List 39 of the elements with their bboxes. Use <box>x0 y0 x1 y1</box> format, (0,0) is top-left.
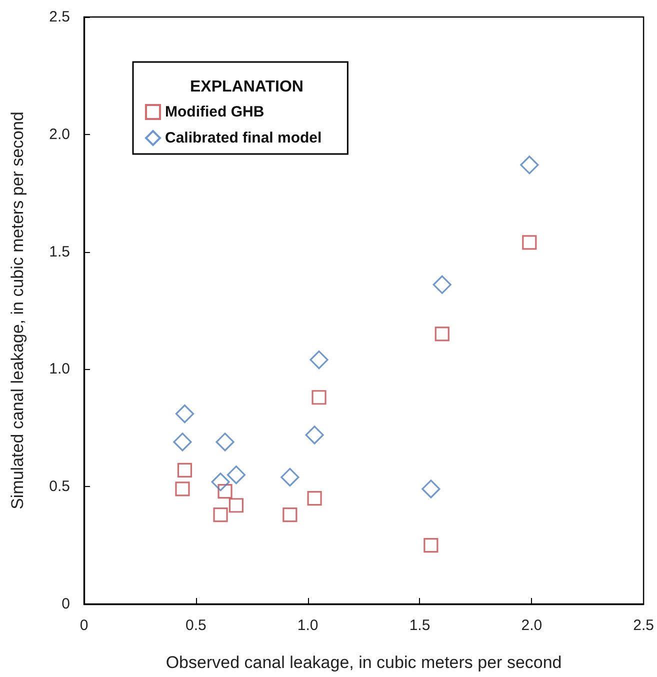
legend-label: Modified GHB <box>165 104 264 120</box>
point <box>310 350 328 370</box>
y-tick-label: 1.5 <box>49 243 70 260</box>
point <box>282 507 298 522</box>
y-tick-label: 2.0 <box>49 126 70 143</box>
point <box>522 235 537 250</box>
point <box>175 482 190 496</box>
y-axis-title: Simulated canal leakage, in cubic meters per second <box>8 112 27 510</box>
y-tick-label: 1.0 <box>49 360 70 378</box>
point <box>432 275 452 294</box>
point <box>424 538 438 553</box>
point <box>228 498 244 513</box>
y-tick-label: 2.5 <box>49 8 70 26</box>
point <box>173 432 192 452</box>
x-tick-label: 0.5 <box>185 617 206 634</box>
point <box>175 404 194 424</box>
point <box>226 466 246 484</box>
point <box>305 426 324 444</box>
point <box>312 390 326 405</box>
point <box>216 432 234 452</box>
y-tick-label: 0 <box>62 596 70 612</box>
point <box>280 468 300 487</box>
legend-title: EXPLANATION <box>190 78 304 96</box>
y-tick-label: 0.5 <box>49 478 70 496</box>
point <box>177 462 192 478</box>
point <box>434 326 450 342</box>
x-axis-title: Observed canal leakage, in cubic meters per second <box>166 653 562 672</box>
point <box>213 507 228 522</box>
point <box>218 484 232 499</box>
point <box>307 491 322 506</box>
point <box>211 472 230 492</box>
x-tick-label: 0 <box>80 617 88 634</box>
legend-label: Calibrated final model <box>165 130 322 146</box>
x-tick-label: 1.5 <box>409 617 430 634</box>
x-tick-label: 2.0 <box>521 617 542 634</box>
point <box>520 156 539 174</box>
x-tick-label: 1.0 <box>297 617 318 634</box>
point <box>422 480 440 498</box>
x-tick-label: 2.5 <box>633 617 654 634</box>
